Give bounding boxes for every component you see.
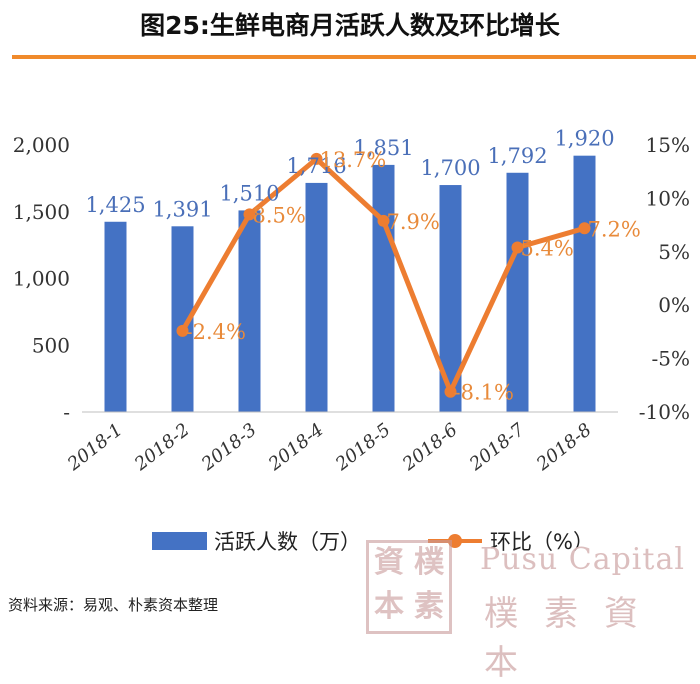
growth-point	[511, 241, 524, 254]
bar	[171, 226, 194, 412]
right-axis-tick-label: -5%	[652, 347, 691, 371]
right-axis-tick-label: 5%	[658, 240, 690, 264]
growth-value-label: -8.1%	[454, 381, 514, 405]
watermark-stamp-char: 樸	[414, 545, 444, 580]
right-axis-tick-label: -10%	[639, 400, 690, 424]
growth-value-label: 8.5%	[253, 203, 306, 227]
growth-point	[243, 208, 256, 221]
left-axis-tick-label: 1,500	[13, 200, 70, 224]
bar-value-label: 1,391	[152, 197, 212, 221]
combo-chart: 1,425 1,391 1,510 1,716 1,851 1,700 1,792 1,920…	[13, 127, 691, 554]
bar	[104, 221, 127, 412]
x-axis-tick-label: 2018-6	[398, 419, 462, 475]
watermark-stamp-char: 資	[374, 545, 404, 580]
bar	[439, 185, 462, 412]
bar	[372, 164, 395, 412]
growth-value-label: 13.7%	[320, 148, 387, 172]
growth-point	[444, 385, 457, 398]
x-axis-tick-label: 2018-4	[264, 419, 328, 475]
bar	[573, 155, 596, 412]
watermark-english: Pusu Capital	[480, 542, 685, 577]
right-axis-tick-label: 15%	[646, 133, 690, 157]
bar-value-label: 1,792	[487, 144, 547, 168]
legend-swatch-bar	[152, 532, 207, 550]
left-axis-tick-label: 500	[32, 333, 70, 357]
watermark-chinese: 樸素資本	[484, 594, 664, 683]
watermark-stamp-char: 素	[414, 589, 444, 624]
growth-value-label: -2.4%	[186, 320, 246, 344]
bar-value-label: 1,425	[85, 193, 145, 217]
bar-value-label: 1,700	[420, 156, 480, 180]
chart-title: 图25:生鲜电商月活跃人数及环比增长	[140, 11, 560, 40]
left-axis-tick-label: -	[63, 400, 70, 424]
left-axis-tick-label: 2,000	[13, 133, 70, 157]
left-axis-tick-label: 1,000	[13, 267, 70, 291]
source-note: 资料来源：易观、朴素资本整理	[8, 596, 219, 614]
legend-label-line: 环比（%）	[490, 530, 594, 554]
x-axis-tick-label: 2018-8	[532, 419, 596, 475]
x-axis-tick-label: 2018-2	[130, 419, 194, 475]
title-underline	[12, 55, 696, 59]
x-axis-tick-label: 2018-7	[465, 419, 529, 475]
watermark-stamp-char: 本	[374, 589, 404, 624]
watermark-stamp: 資 樸 本 素	[366, 540, 452, 634]
legend-label-bar: 活跃人数（万）	[214, 530, 361, 554]
bar-value-label: 1,716	[286, 154, 346, 178]
growth-point	[578, 222, 591, 235]
right-axis-tick-label: 0%	[658, 293, 690, 317]
bar-value-label: 1,920	[554, 127, 614, 151]
x-axis-tick-label: 2018-3	[197, 419, 261, 475]
bar	[506, 172, 529, 412]
bar-value-label: 1,510	[219, 181, 279, 205]
growth-point	[377, 214, 390, 227]
x-axis-tick-label: 2018-5	[331, 419, 395, 475]
right-axis-tick-label: 10%	[646, 186, 690, 210]
bar-value-label: 1,851	[353, 136, 413, 160]
growth-point	[176, 324, 189, 337]
bar	[238, 210, 261, 412]
growth-value-label: 7.2%	[588, 217, 641, 241]
x-axis-tick-label: 2018-1	[63, 419, 127, 475]
growth-point	[310, 152, 323, 165]
growth-value-label: 5.4%	[521, 237, 574, 261]
growth-value-label: 7.9%	[387, 210, 440, 234]
bar	[305, 182, 328, 412]
